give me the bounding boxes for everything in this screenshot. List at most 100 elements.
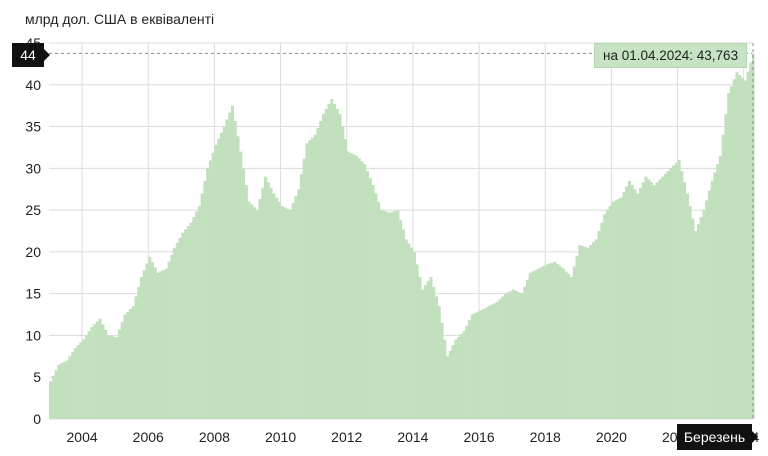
area-bar[interactable]: [145, 263, 149, 419]
area-bar[interactable]: [691, 218, 695, 419]
area-bar[interactable]: [641, 182, 645, 419]
area-bar[interactable]: [572, 266, 576, 419]
area-bar[interactable]: [104, 329, 108, 419]
area-bar[interactable]: [740, 77, 745, 419]
area-bar[interactable]: [490, 304, 494, 419]
area-bar[interactable]: [470, 314, 474, 419]
area-bar[interactable]: [520, 293, 524, 419]
area-bar[interactable]: [195, 211, 199, 419]
area-bar[interactable]: [197, 205, 201, 419]
area-bar[interactable]: [266, 182, 270, 419]
area-bar[interactable]: [589, 244, 593, 419]
area-bar[interactable]: [743, 80, 747, 419]
area-bar[interactable]: [355, 155, 359, 420]
area-bar[interactable]: [95, 321, 99, 419]
area-bar[interactable]: [164, 268, 168, 419]
area-bar[interactable]: [732, 79, 736, 420]
area-bar[interactable]: [688, 205, 692, 419]
area-bar[interactable]: [338, 114, 342, 420]
area-bar[interactable]: [134, 296, 138, 419]
area-bar[interactable]: [335, 109, 339, 420]
area-bar[interactable]: [647, 179, 651, 419]
area-bar[interactable]: [101, 324, 105, 419]
area-bar[interactable]: [685, 193, 689, 419]
area-bar[interactable]: [484, 307, 488, 419]
area-bar[interactable]: [677, 159, 681, 419]
area-bar[interactable]: [255, 210, 259, 419]
area-bar[interactable]: [90, 327, 94, 419]
area-bar[interactable]: [710, 180, 714, 419]
area-bar[interactable]: [473, 313, 477, 419]
area-bar[interactable]: [661, 176, 665, 419]
area-bar[interactable]: [211, 152, 215, 419]
area-bar[interactable]: [357, 158, 361, 419]
area-bar[interactable]: [542, 265, 546, 419]
area-bar[interactable]: [142, 270, 146, 419]
area-bar[interactable]: [583, 246, 587, 419]
area-bar[interactable]: [275, 197, 279, 419]
area-bar[interactable]: [186, 225, 190, 419]
area-bar[interactable]: [432, 286, 436, 419]
area-bar[interactable]: [512, 289, 516, 419]
area-bar[interactable]: [109, 336, 113, 419]
area-bar[interactable]: [76, 345, 80, 419]
area-bar[interactable]: [649, 182, 654, 419]
area-bar[interactable]: [173, 247, 177, 419]
area-bar[interactable]: [283, 207, 287, 419]
area-bar[interactable]: [699, 217, 703, 419]
area-bar[interactable]: [319, 120, 323, 420]
area-bar[interactable]: [302, 158, 306, 419]
area-bar[interactable]: [162, 269, 166, 419]
area-bar[interactable]: [459, 334, 463, 419]
area-bar[interactable]: [68, 356, 72, 419]
area-bar[interactable]: [696, 224, 700, 419]
area-bar[interactable]: [495, 302, 499, 419]
area-bar[interactable]: [49, 381, 53, 419]
area-bar[interactable]: [184, 229, 188, 419]
area-bar[interactable]: [219, 132, 223, 419]
area-bar[interactable]: [65, 360, 69, 419]
area-bar[interactable]: [349, 153, 353, 419]
area-bar[interactable]: [148, 256, 152, 419]
area-bar[interactable]: [729, 86, 734, 419]
area-bar[interactable]: [203, 180, 207, 419]
area-bar[interactable]: [445, 356, 450, 419]
area-bar[interactable]: [694, 231, 698, 419]
area-bar[interactable]: [120, 322, 124, 419]
area-bar[interactable]: [594, 239, 598, 419]
area-bar[interactable]: [327, 103, 331, 420]
area-bar[interactable]: [586, 247, 590, 419]
area-bar[interactable]: [462, 331, 466, 419]
area-bar[interactable]: [175, 242, 179, 419]
area-bar[interactable]: [672, 165, 676, 419]
area-bar[interactable]: [426, 281, 430, 419]
area-bar[interactable]: [360, 161, 364, 420]
area-bar[interactable]: [534, 269, 538, 419]
area-bar[interactable]: [705, 200, 709, 419]
area-bar[interactable]: [724, 114, 728, 420]
area-bar[interactable]: [407, 243, 411, 419]
area-bar[interactable]: [412, 251, 416, 419]
area-bar[interactable]: [669, 168, 673, 419]
area-bar[interactable]: [625, 186, 629, 419]
area-bar[interactable]: [228, 112, 232, 419]
area-bar[interactable]: [415, 264, 419, 419]
area-bar[interactable]: [410, 247, 414, 419]
area-bar[interactable]: [222, 126, 226, 420]
area-bar[interactable]: [313, 134, 317, 419]
area-bar[interactable]: [468, 320, 472, 419]
area-bar[interactable]: [658, 179, 662, 419]
area-bar[interactable]: [476, 311, 480, 419]
area-bar[interactable]: [170, 254, 174, 419]
area-bar[interactable]: [749, 62, 753, 419]
area-bar[interactable]: [616, 198, 620, 419]
area-bar[interactable]: [498, 299, 502, 419]
area-bar[interactable]: [603, 214, 607, 419]
area-bar[interactable]: [564, 271, 568, 419]
area-bar[interactable]: [545, 264, 549, 419]
area-bar[interactable]: [291, 203, 295, 419]
area-bar[interactable]: [481, 308, 485, 419]
area-bar[interactable]: [655, 182, 659, 419]
area-bar[interactable]: [501, 296, 505, 419]
